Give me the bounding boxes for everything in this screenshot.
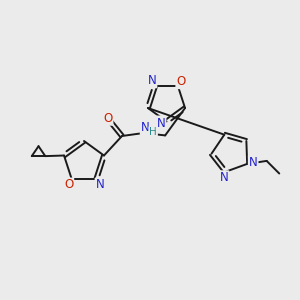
Text: H: H: [149, 127, 157, 137]
Text: N: N: [141, 121, 149, 134]
Text: N: N: [148, 74, 156, 87]
Text: O: O: [64, 178, 73, 191]
Text: N: N: [220, 171, 229, 184]
Text: O: O: [103, 112, 112, 125]
Text: N: N: [157, 116, 166, 130]
Text: N: N: [249, 156, 257, 169]
Text: O: O: [176, 75, 186, 88]
Text: N: N: [96, 178, 104, 191]
